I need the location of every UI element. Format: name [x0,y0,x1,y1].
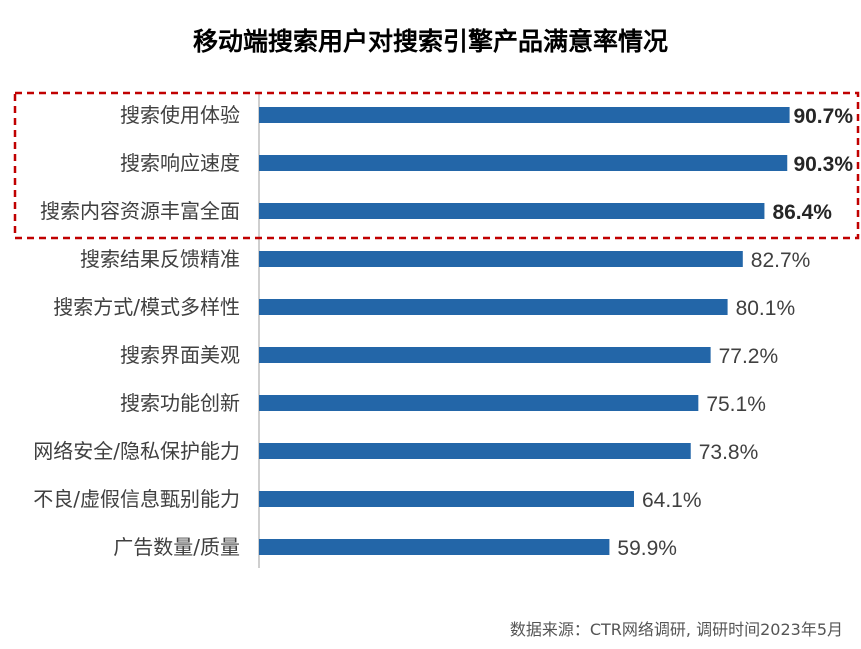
category-label: 搜索内容资源丰富全面 [40,199,240,223]
chart-title: 移动端搜索用户对搜索引擎产品满意率情况 [192,27,668,56]
bar [259,107,790,123]
category-label: 网络安全/隐私保护能力 [33,439,240,463]
value-label: 64.1% [642,489,702,512]
bar [259,155,788,171]
category-label: 搜索结果反馈精准 [80,247,240,271]
category-label: 搜索方式/模式多样性 [53,295,240,319]
bar [259,491,634,507]
category-label: 搜索响应速度 [120,151,240,175]
value-label: 77.2% [719,345,779,368]
value-label: 90.3% [793,153,853,176]
bar [259,203,765,219]
bar [259,395,699,411]
value-label: 82.7% [751,249,811,272]
bar [259,347,711,363]
bar [259,251,743,267]
category-label: 广告数量/质量 [113,535,240,559]
category-label: 搜索界面美观 [120,343,240,367]
category-label: 不良/虚假信息甄别能力 [33,487,240,511]
value-label: 86.4% [772,201,832,224]
bar [259,539,610,555]
highlight-box [13,91,860,240]
value-label: 80.1% [736,297,796,320]
source-note: 数据来源：CTR网络调研, 调研时间2023年5月 [509,620,843,639]
bar [259,443,691,459]
bar [259,299,728,315]
value-label: 73.8% [699,441,759,464]
category-label: 搜索功能创新 [120,391,240,415]
category-label: 搜索使用体验 [120,103,240,127]
value-label: 90.7% [793,105,853,128]
value-label: 75.1% [706,393,766,416]
value-label: 59.9% [617,537,677,560]
